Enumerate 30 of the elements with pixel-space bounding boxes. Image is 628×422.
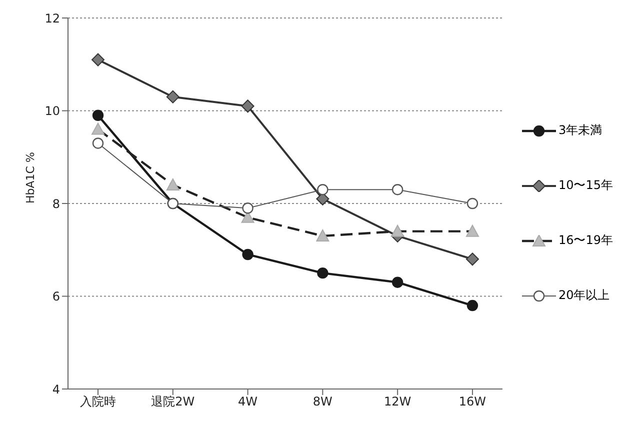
- point: [92, 138, 104, 149]
- x-tick-label: 8W: [312, 394, 333, 409]
- point: [166, 90, 180, 104]
- point: [241, 100, 254, 113]
- x-tick-label: 退院2W: [151, 394, 195, 409]
- y-axis-title: HbA1C %: [24, 152, 37, 204]
- y-tick-label: 10: [44, 104, 60, 118]
- legend-label: 16〜19年: [558, 232, 613, 249]
- x-tick-label: 4W: [238, 394, 258, 409]
- point: [466, 300, 478, 312]
- x-tick-label: 入院時: [80, 394, 116, 409]
- y-tick-label: 12: [44, 11, 60, 26]
- legend-label: 3年未満: [558, 122, 602, 139]
- legend-label: 10〜15年: [558, 177, 613, 194]
- x-tick-label: 12W: [384, 394, 412, 409]
- point: [392, 276, 404, 288]
- point: [392, 184, 404, 196]
- legend-label: 20年以上: [558, 287, 610, 304]
- point: [317, 267, 328, 279]
- point: [92, 53, 104, 66]
- point: [466, 198, 478, 210]
- point: [466, 252, 479, 266]
- y-tick-label: 4: [52, 382, 60, 396]
- point: [242, 202, 254, 214]
- point: [92, 110, 104, 121]
- x-tick-label: 16W: [458, 394, 486, 409]
- point: [317, 184, 328, 196]
- y-tick-label: 8: [52, 196, 60, 211]
- y-tick-label: 6: [52, 290, 60, 304]
- point: [242, 248, 254, 260]
